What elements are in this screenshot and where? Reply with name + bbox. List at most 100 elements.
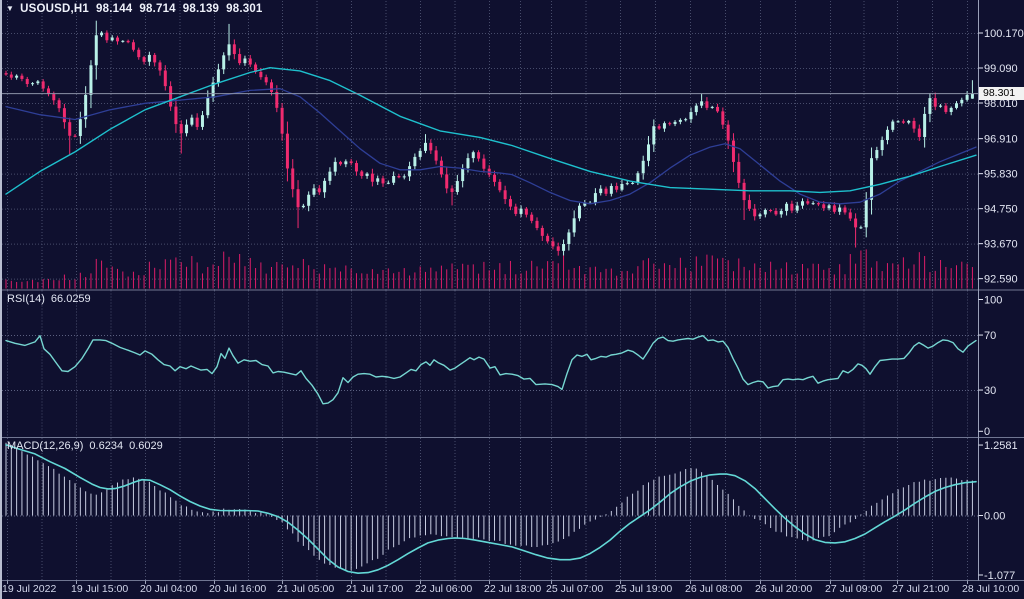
- candle-body: [317, 188, 321, 193]
- candle-body: [535, 220, 539, 228]
- candle-body: [418, 150, 422, 157]
- candle-body: [57, 100, 61, 109]
- candle-body: [514, 206, 518, 214]
- candle-body: [503, 190, 507, 200]
- candle-body: [811, 203, 815, 205]
- ma-slow-line: [5, 67, 977, 195]
- candle-body: [540, 227, 544, 236]
- candle-body: [381, 178, 385, 184]
- candle-body: [923, 113, 927, 138]
- time-label: 26 Jul 20:00: [755, 583, 813, 595]
- time-label: 21 Jul 05:00: [277, 583, 335, 595]
- macd-signal: [5, 444, 977, 574]
- candle-body: [52, 94, 56, 101]
- candle-body: [551, 241, 555, 247]
- candle-body: [567, 232, 571, 245]
- candle-body: [673, 121, 677, 125]
- rsi: [5, 335, 977, 405]
- candle-body: [907, 120, 911, 123]
- candle-body: [657, 126, 661, 129]
- candle-body: [965, 94, 969, 100]
- candle-body: [386, 182, 390, 184]
- price-axis-labels[interactable]: 100.170 99.090 98.010 96.910 95.830 94.750 93.…: [978, 28, 1024, 582]
- candle-body: [423, 142, 427, 151]
- candle-body: [880, 140, 884, 151]
- candle-body: [668, 123, 672, 125]
- ohlc-low: 98.139: [182, 3, 220, 15]
- candle-body: [461, 168, 465, 182]
- candle-body: [572, 218, 576, 233]
- ma-slow: [5, 67, 977, 195]
- rsi-tick-label: 100: [984, 294, 1002, 306]
- candle-body: [854, 218, 858, 228]
- candle-body: [662, 123, 666, 129]
- candle-body: [524, 208, 528, 215]
- candle-body: [482, 158, 486, 169]
- candle-body: [126, 40, 130, 43]
- symbol-timeframe: USOUSD,H1: [20, 3, 90, 15]
- candle-body: [110, 37, 114, 41]
- time-label: 28 Jul 10:00: [962, 583, 1020, 595]
- rsi-line: [5, 335, 977, 405]
- candle-body: [939, 105, 943, 107]
- candle-body: [901, 121, 905, 123]
- candle-body: [816, 203, 820, 205]
- time-label: 21 Jul 17:00: [346, 583, 404, 595]
- candle-body: [556, 246, 560, 251]
- time-label: 26 Jul 08:00: [685, 583, 743, 595]
- candle-body: [593, 193, 597, 203]
- rsi-tick-label: 0: [984, 426, 990, 438]
- time-axis-ticks: [7, 580, 968, 584]
- time-label: 27 Jul 21:00: [892, 583, 950, 595]
- candle-body: [25, 78, 29, 85]
- candle-body: [354, 163, 358, 172]
- candle-body: [243, 58, 247, 64]
- candle-body: [190, 117, 194, 125]
- candle-body: [684, 119, 688, 121]
- candle-body: [477, 152, 481, 159]
- candle-body: [498, 181, 502, 191]
- candle-body: [710, 106, 714, 108]
- candle-body: [174, 106, 178, 125]
- rsi-tick-label: 30: [984, 385, 996, 397]
- candle-body: [131, 42, 135, 50]
- candle-body: [227, 44, 231, 56]
- candle-body: [848, 212, 852, 219]
- ma-fast: [5, 88, 977, 205]
- macd-tick-label: 1.2581: [984, 440, 1018, 452]
- candle-body: [333, 161, 337, 172]
- candle-body: [365, 173, 369, 176]
- candle-body: [434, 150, 438, 161]
- price-tick-label: 98.010: [984, 98, 1018, 110]
- volume-bars: [5, 249, 973, 289]
- rsi-value: 66.0259: [50, 293, 91, 305]
- chart-title: ▼ USOUSD,H1 98.144 98.714 98.139 98.301: [6, 3, 263, 15]
- candle-body: [392, 175, 396, 183]
- price-tick-label: 92.590: [984, 273, 1018, 285]
- candle-body: [238, 54, 242, 64]
- price-tick-label: 94.750: [984, 203, 1018, 215]
- candle-body: [801, 201, 804, 206]
- candle-body: [694, 105, 698, 113]
- collapse-arrow-icon[interactable]: ▼: [6, 4, 15, 13]
- candle-body: [917, 128, 921, 138]
- candle-body: [508, 199, 512, 207]
- candle-body: [439, 160, 443, 175]
- grid: [2, 1, 978, 580]
- candle-body: [46, 88, 50, 95]
- candle-body: [620, 184, 624, 190]
- time-label: 27 Jul 09:00: [825, 583, 883, 595]
- candle-body: [402, 176, 406, 178]
- price-tick-label: 100.170: [984, 28, 1024, 40]
- candle-body: [89, 65, 93, 95]
- time-label: 19 Jul 2022: [2, 583, 57, 595]
- candle-body: [200, 115, 204, 127]
- candle-body: [530, 214, 534, 221]
- candle-body: [519, 208, 523, 214]
- candle-body: [248, 58, 252, 65]
- candle-body: [832, 205, 836, 212]
- candle-body: [944, 105, 948, 112]
- candle-body: [885, 129, 889, 141]
